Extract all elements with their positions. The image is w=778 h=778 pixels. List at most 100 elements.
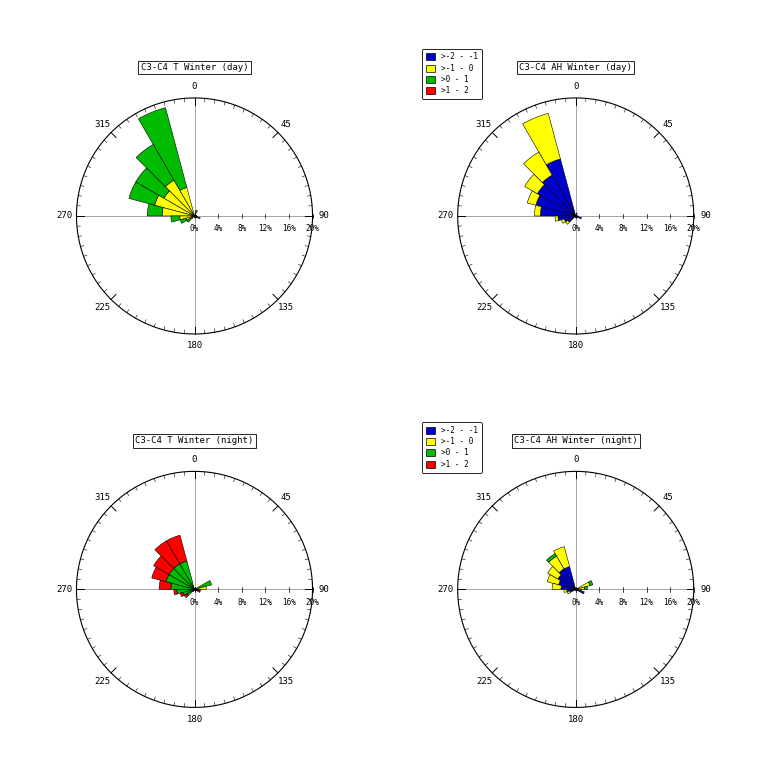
Text: 270: 270: [438, 212, 454, 220]
Wedge shape: [558, 216, 576, 220]
Wedge shape: [171, 584, 194, 590]
Wedge shape: [570, 590, 576, 592]
Wedge shape: [194, 213, 196, 216]
Wedge shape: [180, 593, 184, 597]
Text: 135: 135: [279, 677, 294, 685]
Text: 45: 45: [281, 493, 292, 502]
Wedge shape: [554, 547, 569, 569]
Wedge shape: [558, 575, 576, 590]
Wedge shape: [527, 191, 540, 205]
Wedge shape: [536, 195, 576, 216]
Text: 4%: 4%: [213, 224, 223, 233]
Text: 16%: 16%: [663, 224, 677, 233]
Text: 4%: 4%: [594, 598, 604, 607]
Wedge shape: [194, 590, 198, 591]
Text: 315: 315: [95, 493, 110, 502]
Wedge shape: [138, 107, 187, 191]
Wedge shape: [135, 168, 170, 198]
Wedge shape: [173, 590, 177, 594]
Wedge shape: [198, 590, 201, 591]
Text: 45: 45: [281, 120, 292, 128]
Wedge shape: [186, 216, 194, 220]
Wedge shape: [187, 217, 192, 223]
Text: 225: 225: [476, 303, 492, 312]
Text: 225: 225: [95, 677, 110, 685]
Legend: >-2 - -1, >-1 - 0, >0 - 1, >1 - 2: >-2 - -1, >-1 - 0, >0 - 1, >1 - 2: [422, 48, 482, 99]
Wedge shape: [588, 580, 593, 586]
Text: 270: 270: [57, 212, 72, 220]
Text: 180: 180: [187, 715, 202, 724]
Wedge shape: [169, 569, 194, 590]
Wedge shape: [576, 582, 590, 590]
Wedge shape: [183, 590, 194, 595]
Text: 225: 225: [95, 303, 110, 312]
Text: 12%: 12%: [640, 224, 654, 233]
Text: 20%: 20%: [687, 598, 701, 607]
Text: 16%: 16%: [282, 224, 296, 233]
Wedge shape: [184, 594, 188, 598]
Wedge shape: [155, 195, 194, 216]
Wedge shape: [548, 566, 561, 579]
Wedge shape: [197, 217, 200, 219]
Legend: >-2 - -1, >-1 - 0, >0 - 1, >1 - 2: >-2 - -1, >-1 - 0, >0 - 1, >1 - 2: [422, 422, 482, 472]
Text: 16%: 16%: [663, 598, 677, 607]
Text: 0%: 0%: [190, 598, 199, 607]
Text: 20%: 20%: [687, 224, 701, 233]
Wedge shape: [173, 564, 194, 590]
Text: 0%: 0%: [571, 224, 580, 233]
Text: 180: 180: [568, 715, 584, 724]
Wedge shape: [584, 587, 587, 590]
Wedge shape: [548, 556, 564, 573]
Text: 270: 270: [57, 585, 72, 594]
Text: 90: 90: [700, 585, 711, 594]
Wedge shape: [538, 184, 576, 216]
Text: 20%: 20%: [306, 598, 320, 607]
Text: 225: 225: [476, 677, 492, 685]
Wedge shape: [180, 216, 194, 219]
Wedge shape: [197, 580, 212, 589]
Wedge shape: [576, 590, 582, 591]
Wedge shape: [164, 191, 194, 216]
Text: 20%: 20%: [306, 224, 320, 233]
Wedge shape: [568, 216, 576, 223]
Wedge shape: [559, 580, 576, 590]
Wedge shape: [192, 216, 194, 218]
Wedge shape: [194, 588, 198, 590]
Wedge shape: [136, 145, 173, 187]
Wedge shape: [171, 216, 180, 222]
Wedge shape: [562, 219, 566, 223]
Wedge shape: [166, 535, 187, 564]
Text: 135: 135: [660, 677, 675, 685]
Wedge shape: [192, 590, 194, 592]
Wedge shape: [547, 575, 560, 585]
Text: 90: 90: [700, 212, 711, 220]
Wedge shape: [524, 152, 552, 183]
Text: 16%: 16%: [282, 598, 296, 607]
Wedge shape: [195, 210, 198, 213]
Wedge shape: [567, 591, 570, 594]
Text: 180: 180: [568, 342, 584, 350]
Wedge shape: [177, 590, 194, 594]
Text: 8%: 8%: [237, 598, 247, 607]
Text: 8%: 8%: [619, 224, 628, 233]
Text: C3-C4 AH Winter (night): C3-C4 AH Winter (night): [514, 436, 637, 445]
Text: 270: 270: [438, 585, 454, 594]
Text: 0%: 0%: [190, 224, 199, 233]
Text: 135: 135: [660, 303, 675, 312]
Wedge shape: [155, 541, 180, 569]
Text: C3-C4 AH Winter (day): C3-C4 AH Winter (day): [519, 63, 633, 72]
Text: 0: 0: [573, 82, 578, 90]
Wedge shape: [159, 580, 172, 590]
Text: 45: 45: [662, 120, 673, 128]
Wedge shape: [534, 205, 541, 216]
Text: 12%: 12%: [640, 598, 654, 607]
Wedge shape: [180, 187, 194, 216]
Wedge shape: [564, 566, 576, 590]
Wedge shape: [147, 204, 163, 216]
Wedge shape: [523, 114, 560, 165]
Wedge shape: [540, 207, 576, 216]
Wedge shape: [194, 216, 198, 217]
Text: 12%: 12%: [258, 598, 272, 607]
Text: 4%: 4%: [594, 224, 604, 233]
Wedge shape: [546, 554, 556, 562]
